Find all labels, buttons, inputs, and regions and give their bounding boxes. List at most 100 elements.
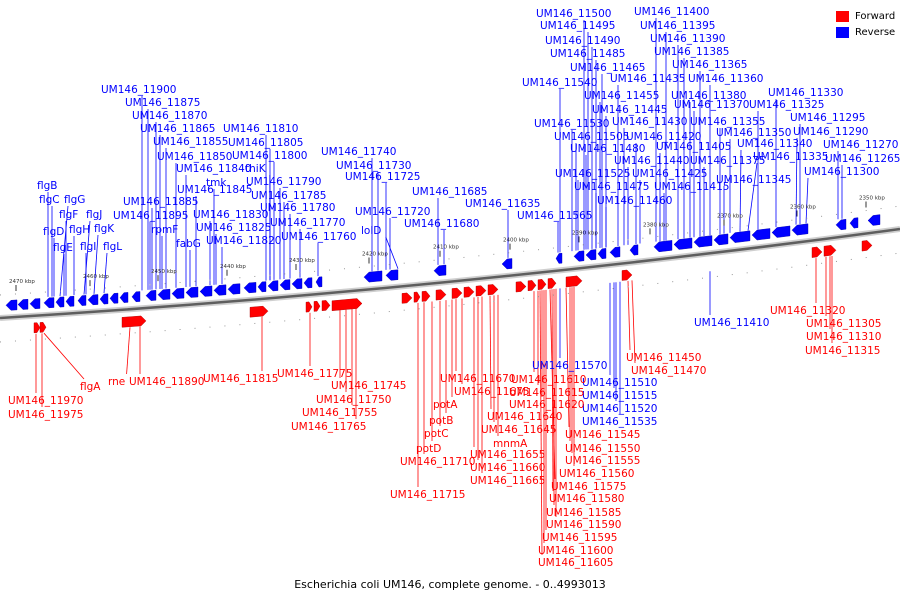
gene-label: rpmF <box>151 224 178 236</box>
gene-label: UM146_11380 <box>671 90 746 102</box>
forward-gene-arrow <box>321 300 331 311</box>
label-leader <box>93 234 99 294</box>
gene-label: UM146_11615 <box>509 387 584 399</box>
gene-label: UM146_11375 <box>690 155 765 167</box>
forward-gene-arrow <box>39 322 47 333</box>
reverse-gene-arrow <box>385 269 399 281</box>
gene-label: fabG <box>176 238 201 250</box>
gene-label: UM146_11675 <box>454 386 529 398</box>
gene-label: thiK <box>245 163 267 175</box>
gene-label: UM146_11870 <box>132 110 207 122</box>
gene-label: UM146_11310 <box>806 331 881 343</box>
label-leader <box>83 220 91 295</box>
forward-gene-arrow <box>401 292 413 304</box>
reverse-gene-arrow <box>573 250 585 262</box>
gene-label: flgA <box>80 381 101 393</box>
gene-label: UM146_11350 <box>716 127 791 139</box>
gene-label: UM146_11585 <box>546 507 621 519</box>
reverse-gene-arrow <box>555 252 563 264</box>
gene-label: UM146_11430 <box>612 116 687 128</box>
tick-label: 2460 kbp <box>83 274 109 280</box>
gene-label: UM146_11420 <box>626 131 701 143</box>
legend-reverse-label: Reverse <box>855 26 896 38</box>
reverse-gene-arrow <box>501 258 513 270</box>
gene-label: UM146_11670 <box>440 373 515 385</box>
gene-label: UM146_11790 <box>246 176 321 188</box>
forward-gene-arrow <box>565 275 583 288</box>
forward-gene-arrow <box>547 278 557 289</box>
label-leader <box>59 205 69 297</box>
gene-label: UM146_11540 <box>522 77 597 89</box>
map-caption: Escherichia coli UM146, complete genome.… <box>294 578 606 591</box>
gene-label: UM146_11520 <box>582 403 657 415</box>
gene-label: tmk <box>206 177 227 189</box>
gene-label: potD <box>416 443 441 455</box>
gene-label: UM146_11745 <box>331 380 406 392</box>
tick-label: 2410 kbp <box>433 245 459 251</box>
gene-label: UM146_11780 <box>260 202 335 214</box>
reverse-gene-arrow <box>597 248 607 259</box>
legend-forward: Forward <box>836 8 895 24</box>
label-leader <box>565 287 570 428</box>
reverse-gene-arrow <box>791 223 809 236</box>
gene-label: UM146_11635 <box>465 198 540 210</box>
gene-label: UM146_11465 <box>570 62 645 74</box>
reverse-gene-arrow <box>87 294 99 306</box>
leader-lines <box>35 18 843 556</box>
label-leader <box>631 280 636 364</box>
reverse-gene-arrow <box>199 285 213 297</box>
forward-gene-arrow <box>421 290 431 302</box>
gene-label: UM146_11890 <box>129 376 204 388</box>
gene-label: UM146_11325 <box>749 99 824 111</box>
gene-label: UM146_11525 <box>555 168 630 180</box>
gene-label: UM146_11315 <box>805 345 880 357</box>
reverse-gene-arrow <box>5 299 18 311</box>
gene-label: UM146_11680 <box>404 218 479 230</box>
gene-label: UM146_11340 <box>737 138 812 150</box>
gene-label: flgD <box>43 226 64 238</box>
label-leader <box>126 327 131 375</box>
gene-label: UM146_11300 <box>804 166 879 178</box>
gene-label: UM146_11820 <box>206 235 281 247</box>
genome-backbone <box>0 226 900 321</box>
tick-label: 2430 kbp <box>289 258 315 264</box>
reverse-gene-arrow <box>771 225 791 238</box>
forward-gene-arrow <box>861 240 873 252</box>
gene-label: UM146_11665 <box>470 475 545 487</box>
gene-label: flgL <box>103 241 122 253</box>
label-leader <box>747 162 758 231</box>
gene-label: flgE <box>53 242 73 254</box>
gene-label: UM146_11760 <box>281 231 356 243</box>
gene-label: flgK <box>94 223 115 235</box>
forward-swatch <box>836 10 849 22</box>
reverse-gene-arrow <box>29 298 41 309</box>
gene-arrows <box>5 214 881 334</box>
forward-gene-arrow <box>527 280 537 292</box>
label-leader <box>805 177 809 224</box>
gene-label: UM146_11580 <box>549 493 624 505</box>
gene-label: UM146_11485 <box>550 48 625 60</box>
reverse-gene-arrow <box>145 290 157 301</box>
gene-label: UM146_11730 <box>336 160 411 172</box>
tick-label: 2420 kbp <box>362 251 388 257</box>
reverse-gene-arrow <box>119 292 129 303</box>
reverse-gene-arrow <box>131 291 141 302</box>
gene-label: UM146_11895 <box>113 210 188 222</box>
gene-label: UM146_11655 <box>470 449 545 461</box>
gene-label: UM146_11400 <box>634 6 709 18</box>
label-leader <box>739 149 742 232</box>
reverse-gene-arrow <box>77 295 87 306</box>
gene-label: UM146_11510 <box>582 377 657 389</box>
gene-label: UM146_11545 <box>565 429 640 441</box>
gene-label: UM146_11830 <box>193 209 268 221</box>
gene-label: flgJ <box>86 209 102 221</box>
gene-label: UM146_11345 <box>716 174 791 186</box>
gene-label: UM146_11815 <box>203 373 278 385</box>
gene-label: UM146_11610 <box>511 374 586 386</box>
tick-label: 2380 kbp <box>643 222 669 228</box>
gene-label: UM146_11620 <box>509 399 584 411</box>
gene-label: UM146_11370 <box>674 99 749 111</box>
tick-label: 2360 kbp <box>790 205 816 211</box>
gene-label: UM146_11575 <box>551 481 626 493</box>
gene-label: UM146_11290 <box>793 126 868 138</box>
